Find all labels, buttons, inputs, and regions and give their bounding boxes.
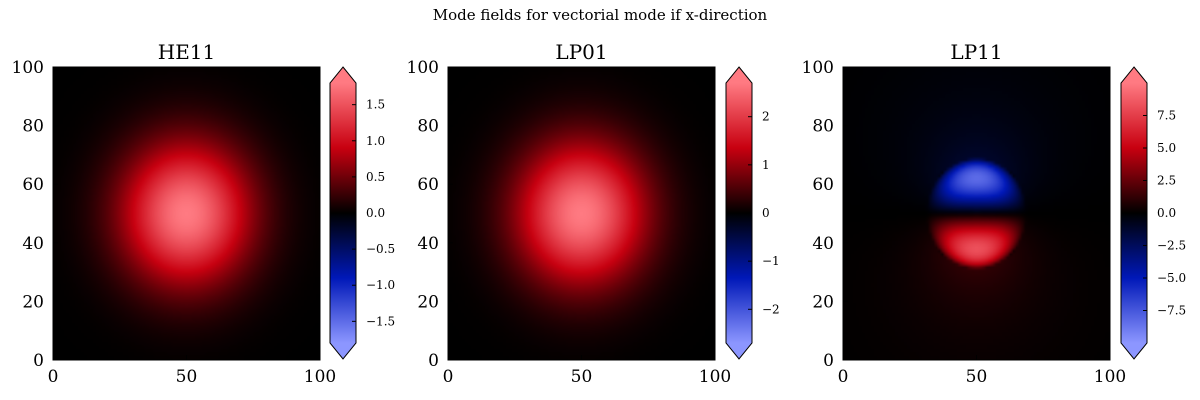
colorbar-outline bbox=[329, 66, 357, 360]
y-tick-label: 0 bbox=[33, 351, 44, 371]
colorbar-tick-label: −7.5 bbox=[1157, 304, 1186, 318]
colorbar-tick-label: −1.0 bbox=[366, 278, 395, 292]
heatmap-image bbox=[53, 67, 320, 360]
colorbar-tick-label: −1.5 bbox=[366, 314, 395, 328]
x-tick-label: 50 bbox=[176, 367, 198, 387]
colorbar-gradient bbox=[330, 83, 356, 343]
x-tick-label: 100 bbox=[1094, 367, 1126, 387]
colorbar-tick-label: 5.0 bbox=[1157, 141, 1176, 155]
colorbar-gradient bbox=[1121, 83, 1147, 343]
colorbar-tick-label: 0.0 bbox=[1157, 206, 1176, 220]
y-tick-label: 40 bbox=[417, 234, 439, 254]
colorbar: 7.5 5.0 2.5 0.0 −2.5 −5.0 −7.5 bbox=[1120, 66, 1186, 360]
y-tick-label: 0 bbox=[823, 351, 834, 371]
colorbar-extend-min bbox=[1121, 343, 1147, 359]
y-tick-label: 60 bbox=[812, 175, 834, 195]
panel-he11: HE11 0 50 100 0 20 40 60 80 100 1.5 1.0 0.5 0.0 −0.5 −1… bbox=[12, 40, 396, 387]
x-tick-label: 0 bbox=[838, 367, 849, 387]
figure-title: Mode fields for vectorial mode if x-dire… bbox=[433, 6, 768, 24]
y-tick-label: 40 bbox=[22, 234, 44, 254]
y-tick-label: 0 bbox=[428, 351, 439, 371]
panel-title: LP01 bbox=[555, 40, 607, 64]
x-tick-label: 0 bbox=[443, 367, 454, 387]
y-tick-label: 100 bbox=[407, 58, 439, 78]
x-tick-label: 50 bbox=[966, 367, 988, 387]
colorbar-tick-label: 0 bbox=[762, 206, 770, 220]
colorbar-extend-max bbox=[330, 67, 356, 83]
colorbar-extend-max bbox=[726, 67, 752, 83]
colorbar-tick-label: 2.5 bbox=[1157, 174, 1176, 188]
y-tick-label: 60 bbox=[22, 175, 44, 195]
x-tick-label: 100 bbox=[699, 367, 731, 387]
panel-lp11: LP11 0 50 100 0 20 40 60 80 100 7.5 5.0 2.5 0.0 −2.5 −5… bbox=[802, 40, 1187, 387]
panel-title: HE11 bbox=[158, 40, 216, 64]
y-tick-label: 80 bbox=[417, 117, 439, 137]
colorbar-tick-label: 0.5 bbox=[366, 170, 385, 184]
colorbar-outline bbox=[725, 66, 753, 360]
y-tick-label: 100 bbox=[802, 58, 834, 78]
y-tick-label: 40 bbox=[812, 234, 834, 254]
colorbar-gradient bbox=[726, 83, 752, 343]
heatmap-image bbox=[843, 67, 1110, 360]
y-tick-label: 80 bbox=[812, 117, 834, 137]
colorbar-tick-label: 0.0 bbox=[366, 206, 385, 220]
y-tick-label: 80 bbox=[22, 117, 44, 137]
y-tick-label: 20 bbox=[22, 292, 44, 312]
colorbar-tick-label: −2 bbox=[762, 302, 780, 316]
colorbar-tick-label: −1 bbox=[762, 254, 780, 268]
panel-lp01: LP01 0 50 100 0 20 40 60 80 100 2 1 0 −1 −2 bbox=[407, 40, 780, 387]
y-tick-label: 60 bbox=[417, 175, 439, 195]
heatmap-image bbox=[448, 67, 715, 360]
y-tick-label: 20 bbox=[417, 292, 439, 312]
x-tick-label: 50 bbox=[571, 367, 593, 387]
colorbar-tick-label: 1 bbox=[762, 158, 770, 172]
colorbar-tick-label: 7.5 bbox=[1157, 109, 1176, 123]
colorbar-tick-label: −0.5 bbox=[366, 242, 395, 256]
y-tick-label: 20 bbox=[812, 292, 834, 312]
panel-title: LP11 bbox=[950, 40, 1002, 64]
colorbar: 2 1 0 −1 −2 bbox=[725, 66, 780, 360]
colorbar-tick-label: 1.0 bbox=[366, 134, 385, 148]
colorbar-tick-label: −5.0 bbox=[1157, 271, 1186, 285]
y-tick-label: 100 bbox=[12, 58, 44, 78]
colorbar-extend-min bbox=[726, 343, 752, 359]
colorbar: 1.5 1.0 0.5 0.0 −0.5 −1.0 −1.5 bbox=[329, 66, 395, 360]
colorbar-tick-label: 2 bbox=[762, 110, 770, 124]
colorbar-extend-min bbox=[330, 343, 356, 359]
x-tick-label: 0 bbox=[48, 367, 59, 387]
colorbar-tick-label: 1.5 bbox=[366, 98, 385, 112]
colorbar-outline bbox=[1120, 66, 1148, 360]
colorbar-extend-max bbox=[1121, 67, 1147, 83]
x-tick-label: 100 bbox=[304, 367, 336, 387]
colorbar-tick-label: −2.5 bbox=[1157, 239, 1186, 253]
